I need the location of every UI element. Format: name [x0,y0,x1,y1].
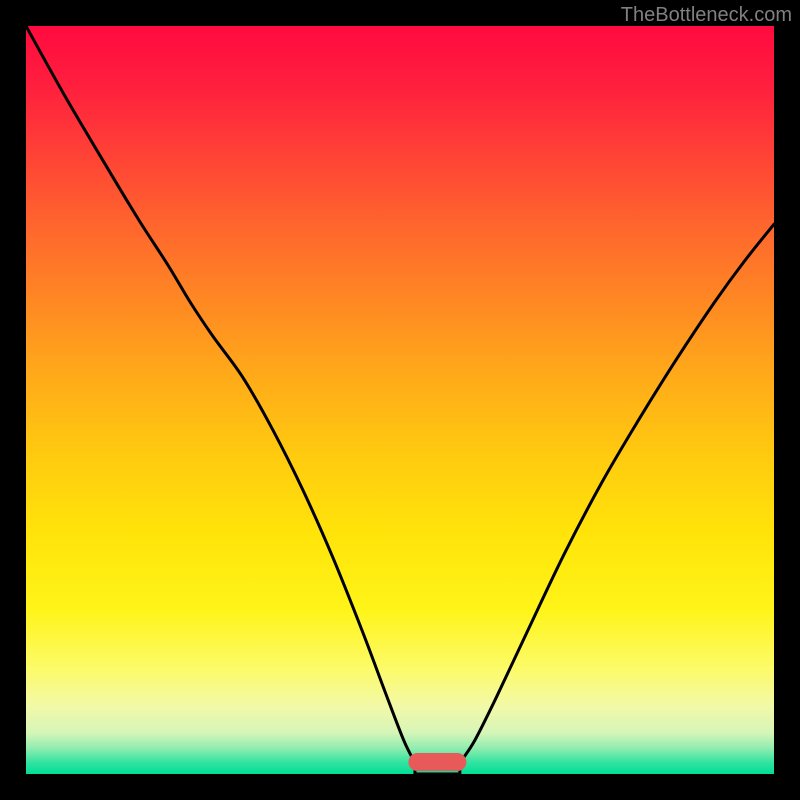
chart-container: TheBottleneck.com [0,0,800,800]
gradient-background [26,26,774,774]
minimum-marker [408,753,466,771]
watermark-text: TheBottleneck.com [621,4,792,27]
bottleneck-chart [0,0,800,800]
